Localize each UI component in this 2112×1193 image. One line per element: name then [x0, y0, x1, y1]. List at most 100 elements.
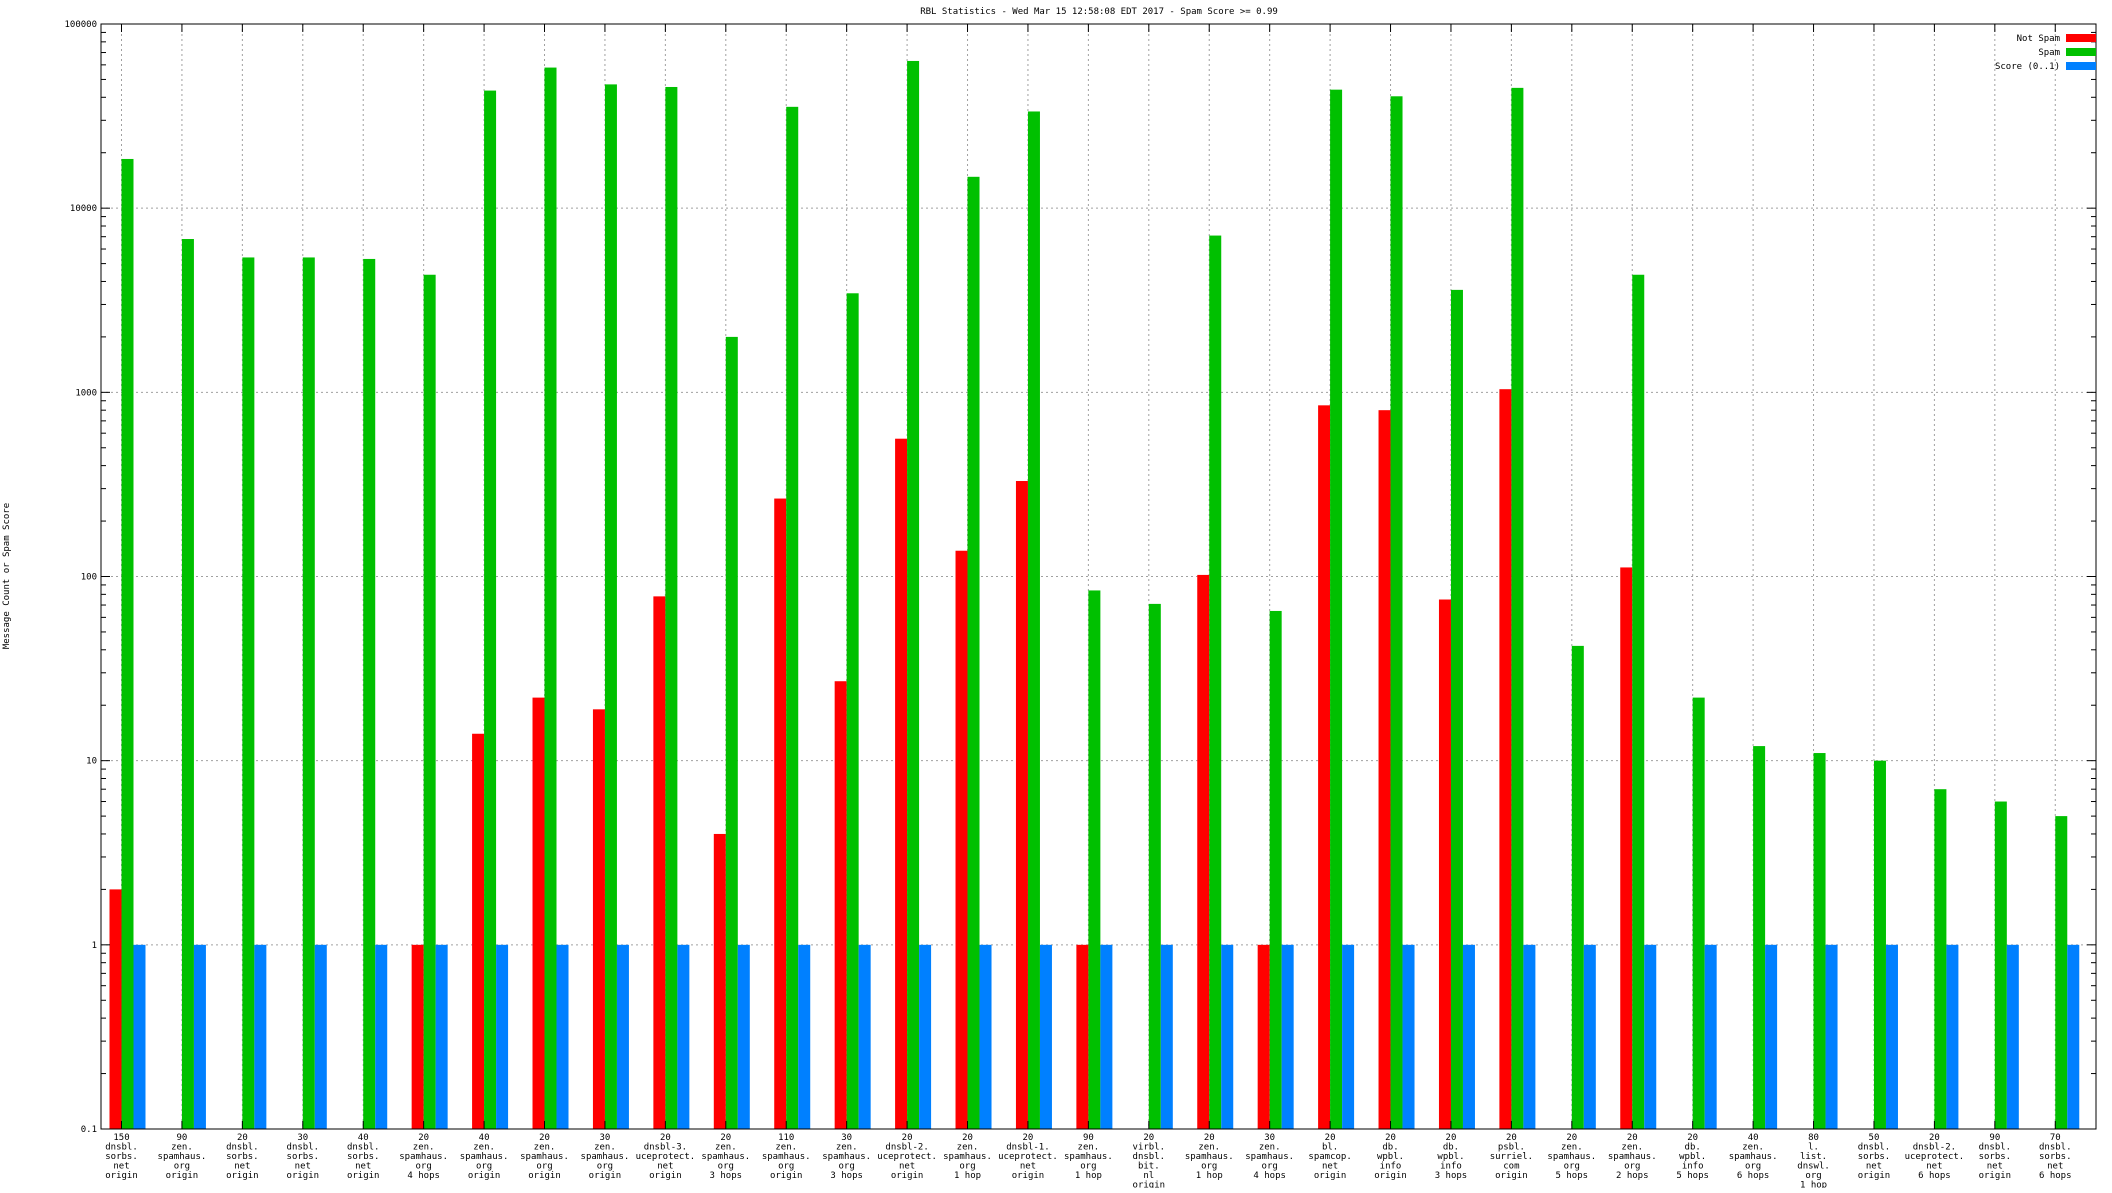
x-tick-label-line: db.	[1382, 1143, 1398, 1153]
x-tick-label-line: dnsbl-2.	[885, 1143, 928, 1153]
bar-not-spam	[1318, 405, 1331, 1129]
x-tick-label-line: 110	[778, 1133, 794, 1143]
legend-swatch	[2066, 48, 2096, 56]
bar-score-0-1	[979, 944, 992, 1129]
bar-spam	[484, 90, 497, 1129]
x-tick-label-line: origin	[891, 1171, 924, 1181]
x-tick-label-line: net	[1866, 1162, 1882, 1172]
x-tick-label: 20 zen. spamhaus. org 1 hop	[943, 1133, 992, 1181]
x-tick-label-line: net	[355, 1162, 371, 1172]
bar-score-0-1	[193, 944, 206, 1129]
x-tick-label: 20 virbl. dnsbl. bit. nl origin	[1133, 1133, 1166, 1188]
bar-score-0-1	[1583, 944, 1596, 1129]
x-tick-label: 20 zen. spamhaus. org 3 hops	[701, 1133, 750, 1181]
x-tick-label-line: org	[1624, 1162, 1640, 1172]
x-tick-label-line: sorbs.	[2039, 1152, 2072, 1162]
x-tick-label-line: origin	[226, 1171, 259, 1181]
bar-spam	[1994, 801, 2007, 1129]
x-tick-label-line: 6 hops	[1918, 1171, 1951, 1181]
x-tick-label-line: zen.	[957, 1143, 979, 1153]
bar-score-0-1	[1342, 944, 1355, 1129]
x-tick-label-line: org	[536, 1162, 552, 1172]
bar-spam	[1027, 111, 1040, 1129]
x-tick-label-line: dnsbl-2.	[1913, 1143, 1956, 1153]
bar-spam	[1088, 590, 1101, 1129]
bar-score-0-1	[1462, 944, 1475, 1129]
x-tick-label-line: virbl.	[1133, 1143, 1166, 1153]
x-tick-label: 20 dnsbl. sorbs. net origin	[226, 1133, 259, 1181]
x-tick-label-line: spamhaus.	[1185, 1152, 1234, 1162]
x-tick-label-line: 20	[1325, 1133, 1336, 1143]
x-tick-label-line: org	[1201, 1162, 1217, 1172]
x-tick-label-line: zen.	[715, 1143, 737, 1153]
x-tick-label-line: 6 hops	[1737, 1171, 1770, 1181]
x-tick-label-line: org	[597, 1162, 613, 1172]
x-tick-label-line: 20	[962, 1133, 973, 1143]
x-tick-label-line: spamhaus.	[1547, 1152, 1596, 1162]
x-tick-label-line: spamhaus.	[399, 1152, 448, 1162]
x-tick-label-line: 2 hops	[1616, 1171, 1649, 1181]
bar-spam	[1330, 89, 1343, 1129]
x-tick-label-line: 20	[1446, 1133, 1457, 1143]
x-tick-label-line: 1 hop	[1800, 1181, 1827, 1189]
x-tick-label-line: org	[1564, 1162, 1580, 1172]
x-tick-label-line: 20	[902, 1133, 913, 1143]
x-tick-label-line: sorbs.	[347, 1152, 380, 1162]
x-tick-label-line: origin	[1012, 1171, 1045, 1181]
x-tick-label-line: net	[1987, 1162, 2003, 1172]
x-tick-label-line: info	[1682, 1162, 1704, 1172]
bar-spam	[1450, 289, 1463, 1129]
bar-score-0-1	[556, 944, 569, 1129]
x-tick-label-line: net	[1926, 1162, 1942, 1172]
x-tick-label-line: zen.	[1742, 1143, 1764, 1153]
bar-not-spam	[774, 498, 787, 1129]
bar-spam	[302, 257, 315, 1129]
x-tick-label-line: org	[174, 1162, 190, 1172]
x-tick-label-line: 50	[1869, 1133, 1880, 1143]
x-tick-label: 40 zen. spamhaus. org 6 hops	[1729, 1133, 1778, 1181]
x-tick-label-line: sorbs.	[1979, 1152, 2012, 1162]
x-tick-label-line: spamhaus.	[701, 1152, 750, 1162]
x-tick-label: 20 dnsbl-2. uceprotect. net 6 hops	[1905, 1133, 1965, 1181]
x-tick-label-line: psbl.	[1498, 1143, 1525, 1153]
x-tick-label-line: spamhaus.	[158, 1152, 207, 1162]
legend: Not Spam Spam Score (0..1)	[1995, 34, 2096, 72]
x-tick-label-line: zen.	[1259, 1143, 1281, 1153]
x-tick-label-line: 20	[1929, 1133, 1940, 1143]
bar-score-0-1	[1402, 944, 1415, 1129]
x-tick-label-line: 90	[1083, 1133, 1094, 1143]
x-tick-label: 110 zen. spamhaus. org origin	[762, 1133, 811, 1181]
x-tick-label-line: origin	[468, 1171, 501, 1181]
x-tick-label-line: 20	[1566, 1133, 1577, 1143]
x-tick-label-line: dnsbl.	[287, 1143, 320, 1153]
legend-label: Score (0..1)	[1995, 62, 2060, 72]
x-tick-label-line: sorbs.	[287, 1152, 320, 1162]
bar-not-spam	[592, 709, 605, 1129]
bar-spam	[786, 106, 799, 1129]
legend-swatch	[2066, 62, 2096, 70]
x-tick-label: 90 dnsbl. sorbs. net origin	[1979, 1133, 2012, 1181]
bar-score-0-1	[616, 944, 629, 1129]
bar-score-0-1	[737, 944, 750, 1129]
bar-score-0-1	[677, 944, 690, 1129]
x-tick-label-line: 40	[1748, 1133, 1759, 1143]
x-tick-label-line: origin	[166, 1171, 199, 1181]
bar-score-0-1	[435, 944, 448, 1129]
x-tick-label-line: 20	[539, 1133, 550, 1143]
x-tick-label-line: 1 hop	[1196, 1171, 1223, 1181]
x-tick-label: 30 zen. spamhaus. org origin	[581, 1133, 630, 1181]
x-tick-label-line: origin	[1495, 1171, 1528, 1181]
bar-not-spam	[834, 681, 847, 1129]
x-tick-label-line: dnsbl.	[347, 1143, 380, 1153]
x-tick-label-line: origin	[1133, 1181, 1166, 1189]
x-tick-label-line: 20	[1023, 1133, 1034, 1143]
y-tick-label: 100000	[64, 20, 97, 30]
x-tick-label: 20 bl. spamcop. net origin	[1308, 1133, 1351, 1181]
x-tick-label-line: wpbl.	[1679, 1152, 1706, 1162]
x-tick-label-line: db.	[1443, 1143, 1459, 1153]
bar-spam	[1269, 610, 1282, 1129]
x-tick-label-line: zen.	[534, 1143, 556, 1153]
x-tick-label-line: uceprotect.	[1905, 1152, 1965, 1162]
x-tick-label-line: net	[2047, 1162, 2063, 1172]
bar-score-0-1	[1221, 944, 1234, 1129]
